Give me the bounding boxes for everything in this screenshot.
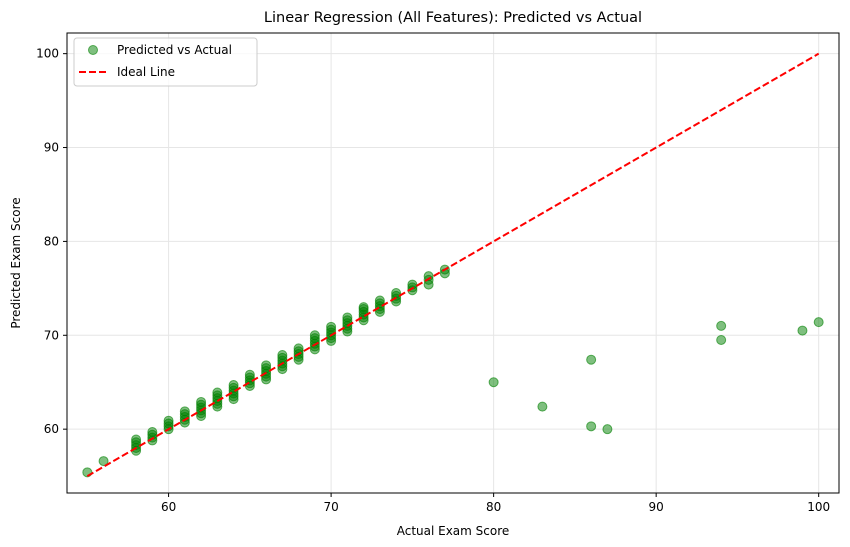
- y-tick-label: 90: [44, 141, 59, 155]
- scatter-point: [98, 456, 109, 467]
- scatter-point: [797, 325, 808, 336]
- y-tick-label: 100: [36, 47, 59, 61]
- y-axis: 60 70 80 90 100: [36, 47, 67, 436]
- scatter-point: [163, 415, 174, 426]
- y-tick-label: 80: [44, 234, 59, 248]
- legend-box: [73, 37, 258, 87]
- scatter-point: [131, 434, 142, 445]
- x-axis-label: Actual Exam Score: [397, 524, 510, 538]
- scatter-point: [228, 380, 239, 391]
- chart-title: Linear Regression (All Features): Predic…: [264, 10, 642, 26]
- scatter-point: [813, 317, 824, 328]
- scatter-point: [212, 387, 223, 398]
- scatter-point: [244, 369, 255, 380]
- x-tick-label: 80: [486, 500, 501, 514]
- legend-label-scatter: Predicted vs Actual: [117, 43, 232, 57]
- scatter-point: [244, 380, 255, 391]
- scatter-point: [488, 377, 499, 388]
- scatter-point: [261, 360, 272, 371]
- y-axis-label: Predicted Exam Score: [9, 197, 23, 328]
- series-layer: [82, 52, 824, 478]
- scatter-point: [716, 320, 727, 331]
- grid-lines: [67, 33, 839, 493]
- scatter-point: [342, 312, 353, 323]
- scatter-point: [374, 295, 385, 306]
- y-tick-label: 70: [44, 328, 59, 342]
- scatter-point: [179, 406, 190, 417]
- legend-label-ideal-line: Ideal Line: [117, 65, 175, 79]
- scatter-point: [147, 426, 158, 437]
- ideal-line: [86, 52, 820, 477]
- x-tick-label: 70: [323, 500, 338, 514]
- x-tick-label: 90: [649, 500, 664, 514]
- legend: Predicted vs Actual Ideal Line: [73, 37, 258, 87]
- scatter-point: [196, 396, 207, 407]
- scatter-point: [537, 401, 548, 412]
- scatter-point: [716, 334, 727, 345]
- scatter-point: [586, 354, 597, 365]
- x-tick-label: 100: [807, 500, 830, 514]
- scatter-point: [602, 424, 613, 435]
- scatter-point: [358, 302, 369, 313]
- legend-marker-scatter: [88, 45, 98, 55]
- scatter-point: [326, 321, 337, 332]
- scatter-point: [309, 330, 320, 341]
- plot-area: [67, 33, 839, 493]
- y-tick-label: 60: [44, 422, 59, 436]
- x-axis: 60 70 80 90 100: [161, 493, 830, 514]
- x-tick-label: 60: [161, 500, 176, 514]
- scatter-point: [277, 350, 288, 360]
- scatter-point: [293, 343, 304, 354]
- plot-frame: [66, 32, 840, 494]
- scatter-point: [586, 421, 597, 432]
